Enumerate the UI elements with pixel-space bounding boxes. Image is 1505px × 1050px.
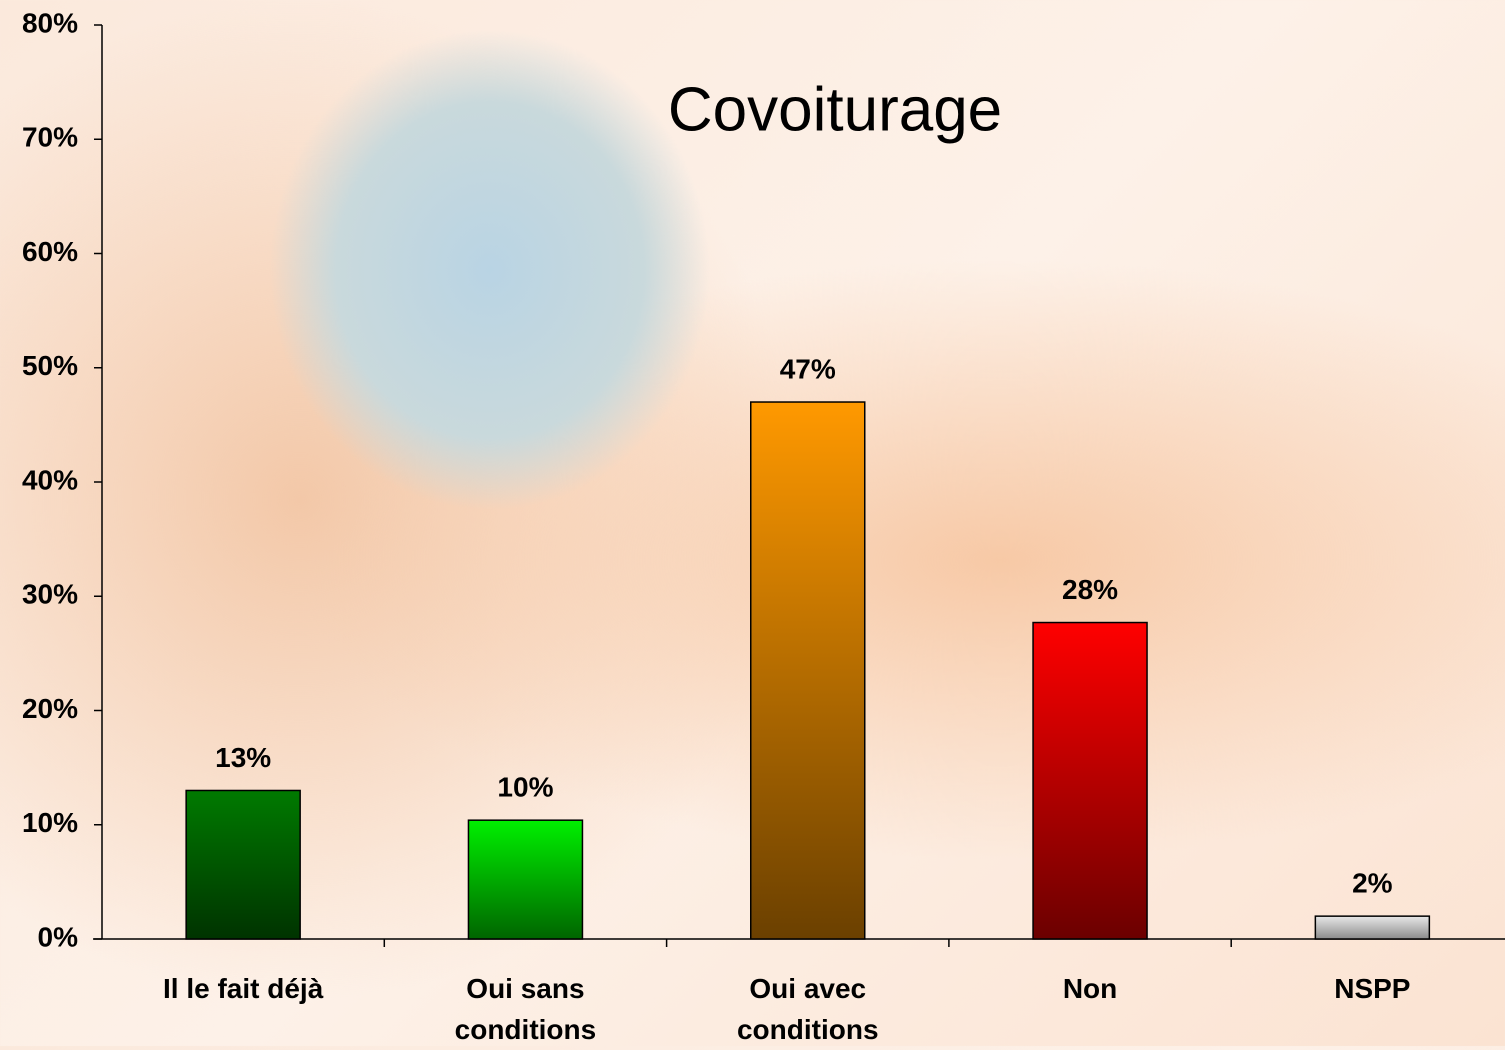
x-tick-label: Non	[965, 968, 1215, 1009]
value-label: 13%	[215, 742, 271, 773]
y-tick-label: 60%	[22, 236, 78, 267]
value-label: 47%	[780, 353, 836, 384]
chart: Covoiturage 0% 10% 20% 30% 40% 50% 60% 70% 80% 13…	[0, 0, 1505, 1046]
y-tick-label: 70%	[22, 122, 78, 153]
value-label: 10%	[497, 772, 553, 803]
x-tick-label: Oui sans conditions	[400, 968, 650, 1050]
x-tick-label: Oui avec conditions	[683, 968, 933, 1050]
y-tick-label: 0%	[38, 921, 79, 952]
y-tick-label: 80%	[22, 7, 78, 38]
bar	[186, 790, 300, 939]
chart-title: Covoiturage	[668, 75, 1002, 144]
value-label: 28%	[1062, 574, 1118, 605]
page: Covoiturage 0% 10% 20% 30% 40% 50% 60% 70% 80% 13…	[0, 0, 1505, 1046]
bar	[751, 402, 865, 939]
value-label: 2%	[1352, 868, 1393, 899]
y-tick-label: 10%	[22, 807, 78, 838]
bar	[468, 820, 582, 939]
y-tick-label: 20%	[22, 693, 78, 724]
x-tick-label: Il le fait déjà	[118, 968, 368, 1009]
y-tick-label: 30%	[22, 579, 78, 610]
bar	[1033, 623, 1147, 939]
bar	[1315, 916, 1429, 939]
x-tick-label: NSPP	[1247, 968, 1497, 1009]
y-tick-label: 50%	[22, 350, 78, 381]
y-tick-label: 40%	[22, 464, 78, 495]
